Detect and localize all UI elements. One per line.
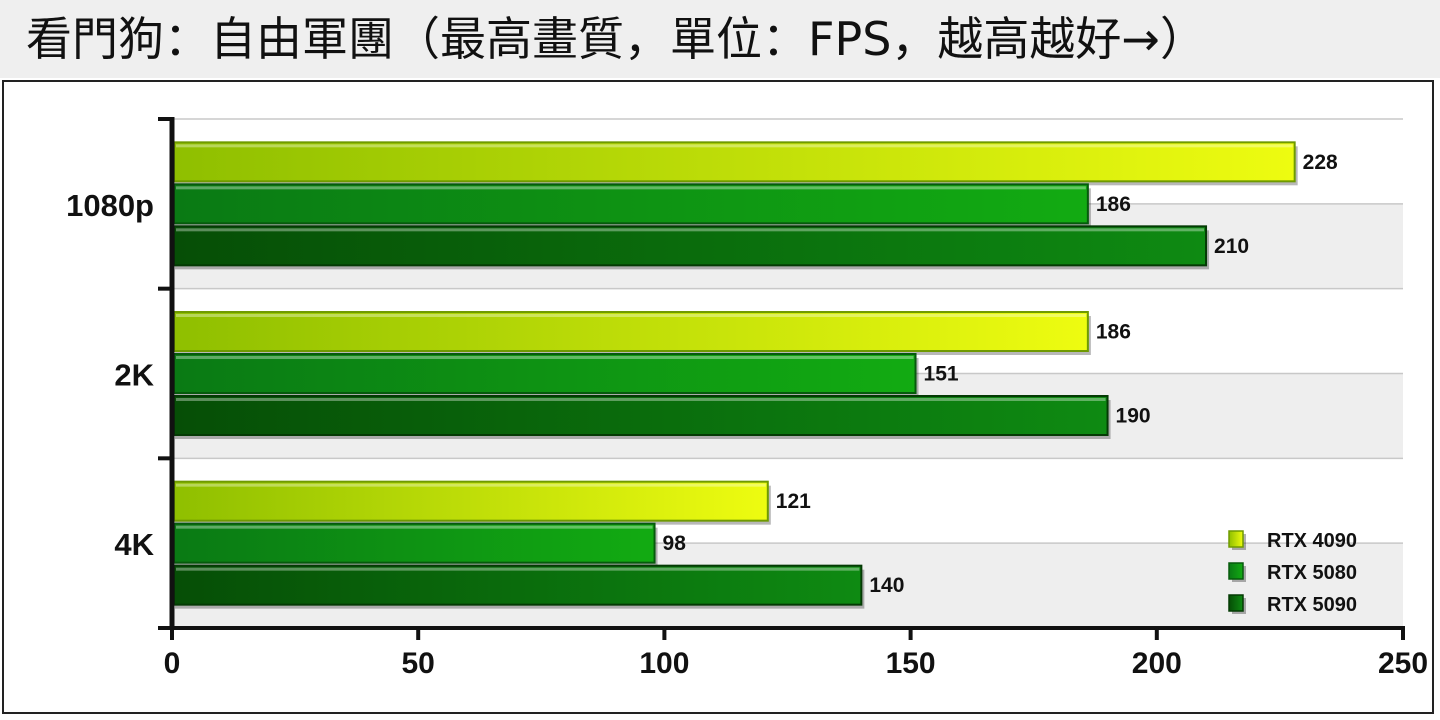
bar-2k-rtx-5080 (173, 353, 917, 394)
legend-label: RTX 5090 (1267, 594, 1357, 616)
bar-4k-rtx-5090 (173, 564, 863, 606)
bar-value-label: 228 (1303, 151, 1338, 174)
x-tick-label: 200 (1132, 647, 1182, 680)
bar-highlight (176, 228, 1205, 232)
x-tick-label: 150 (886, 647, 936, 680)
bar-value-label: 210 (1214, 235, 1249, 258)
bar-2k-rtx-5090 (173, 395, 1109, 436)
legend-label: RTX 5080 (1267, 562, 1357, 584)
x-tick-label: 50 (402, 647, 435, 680)
legend-swatch (1228, 530, 1244, 548)
bar-value-label: 190 (1116, 405, 1151, 428)
bar-4k-rtx-5080 (173, 522, 656, 564)
category-label: 4K (114, 527, 154, 562)
x-tick-label: 100 (639, 647, 689, 680)
bar-1080p-rtx-4090 (173, 141, 1296, 183)
bar-value-label: 151 (924, 363, 959, 386)
x-tick-label: 0 (164, 647, 181, 680)
bar-2k-rtx-4090 (173, 311, 1089, 352)
category-label: 1080p (66, 188, 154, 223)
bar-highlight (176, 398, 1106, 401)
bars (173, 141, 1298, 609)
axes: 1080p 2K 4K 0 50 100 150 200 250 (66, 117, 1428, 680)
legend-label: RTX 4090 (1267, 530, 1357, 552)
bar-value-label: 121 (776, 490, 811, 513)
bar-value-label: 186 (1096, 193, 1131, 216)
title-bar: 看門狗：自由軍團（最高畫質，單位：FPS，越高越好→） (0, 0, 1440, 78)
legend: RTX 4090 RTX 5080 RTX 5090 (1228, 530, 1357, 616)
legend-swatch (1228, 594, 1244, 612)
legend-swatch (1228, 562, 1244, 580)
chart-title: 看門狗：自由軍團（最高畫質，單位：FPS，越高越好→） (26, 12, 1206, 66)
bar-highlight (176, 483, 766, 487)
bar-value-labels: 228 186 210 186 151 190 121 98 140 (663, 151, 1338, 597)
bar-highlight (176, 186, 1086, 190)
bar-value-label: 186 (1096, 321, 1131, 344)
bar-value-label: 98 (663, 532, 687, 555)
bar-highlight (176, 314, 1086, 317)
category-label: 2K (114, 358, 154, 393)
bar-highlight (176, 567, 860, 571)
bar-4k-rtx-4090 (173, 480, 769, 522)
bar-1080p-rtx-5080 (173, 183, 1089, 225)
bar-value-label: 140 (869, 574, 904, 597)
bar-highlight (176, 525, 653, 529)
bar-highlight (176, 356, 914, 359)
bar-1080p-rtx-5090 (173, 225, 1208, 267)
x-tick-label: 250 (1378, 647, 1428, 680)
bar-highlight (176, 144, 1293, 148)
